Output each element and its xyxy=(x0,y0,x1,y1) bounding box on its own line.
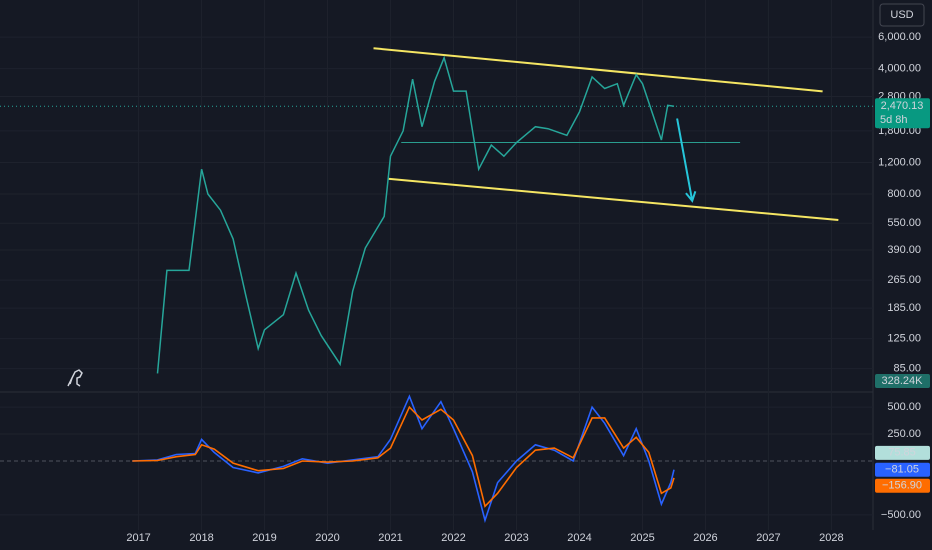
x-tick-label: 2023 xyxy=(504,532,528,544)
y-tick-label: 800.00 xyxy=(887,188,921,200)
y-tick-label: 500.00 xyxy=(887,401,921,413)
y-tick-label: −500.00 xyxy=(881,509,921,521)
volume-label-box xyxy=(875,374,930,388)
series-line xyxy=(156,55,675,374)
series-line xyxy=(132,394,675,524)
series-value-label: −156.90 xyxy=(882,480,922,492)
y-tick-label: 390.00 xyxy=(887,244,921,256)
currency: USD xyxy=(890,9,913,21)
x-tick-label: 2020 xyxy=(315,532,339,544)
y-tick-label: 85.00 xyxy=(893,363,921,375)
trend-line xyxy=(387,177,839,222)
y-tick-label: 185.00 xyxy=(887,302,921,314)
y-tick-label: 6,000.00 xyxy=(878,31,921,43)
x-tick-label: 2017 xyxy=(126,532,150,544)
y-tick-label: 550.00 xyxy=(887,217,921,229)
histogram-label-box xyxy=(875,445,930,460)
x-tick-label: 2018 xyxy=(189,532,213,544)
x-tick-label: 2024 xyxy=(567,532,591,544)
y-tick-label: 265.00 xyxy=(887,274,921,286)
series-line xyxy=(132,405,675,508)
y-tick-label: 4,000.00 xyxy=(878,63,921,75)
x-tick-label: 2022 xyxy=(441,532,465,544)
countdown: 5d 8h xyxy=(880,114,908,126)
plot-area xyxy=(156,47,839,374)
plot-area xyxy=(0,392,873,530)
series-value-label-box xyxy=(875,478,930,493)
currency-box[interactable] xyxy=(879,3,925,27)
logo xyxy=(67,369,83,387)
last-price-box xyxy=(875,98,930,129)
series-value-label-box xyxy=(875,462,930,477)
y-tick-label: 250.00 xyxy=(887,428,921,440)
histogram-label: 75.85 xyxy=(888,447,916,459)
volume-label: 328.24K xyxy=(882,375,924,387)
x-tick-label: 2027 xyxy=(756,532,780,544)
y-tick-label: 1,200.00 xyxy=(878,156,921,168)
last-price: 2,470.13 xyxy=(881,100,924,112)
x-tick-label: 2025 xyxy=(630,532,654,544)
arrow xyxy=(676,118,697,203)
trend-line xyxy=(373,47,823,93)
y-tick-label: 125.00 xyxy=(887,333,921,345)
x-tick-label: 2026 xyxy=(693,532,717,544)
x-tick-label: 2021 xyxy=(378,532,402,544)
x-tick-label: 2028 xyxy=(819,532,843,544)
x-tick-label: 2019 xyxy=(252,532,276,544)
series-value-label: −81.05 xyxy=(885,464,919,476)
